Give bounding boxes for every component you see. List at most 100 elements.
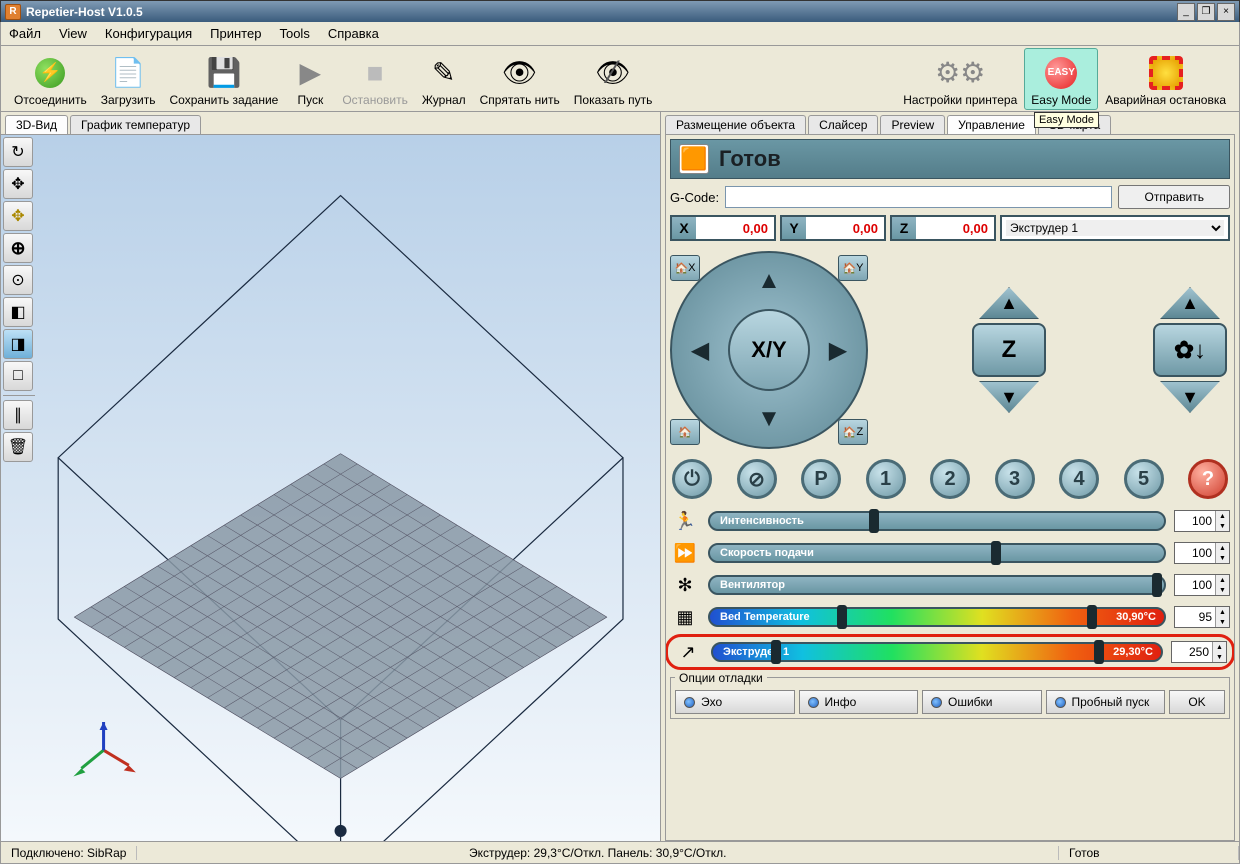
menu-printer[interactable]: Принтер	[210, 26, 261, 41]
extruder-temp-row: ↗ Экструдер 1 29,30°C ▲▼	[673, 640, 1227, 664]
feedrate-spinner[interactable]: ▲▼	[1174, 542, 1230, 564]
feedrate-slider[interactable]: Скорость подачи	[708, 543, 1166, 563]
feedrate-slider-row: ⏩ Скорость подачи ▲▼	[670, 541, 1230, 565]
speed-slider[interactable]: Интенсивность	[708, 511, 1166, 531]
extruder-temp-slider[interactable]: Экструдер 1 29,30°C	[711, 642, 1163, 662]
power-button[interactable]: ⏻	[672, 459, 712, 499]
start-button[interactable]: ▶ Пуск	[285, 48, 335, 110]
jog-x-plus[interactable]: ▶	[814, 326, 862, 374]
load-button[interactable]: 📄 Загрузить	[94, 48, 163, 110]
gcode-input[interactable]	[725, 186, 1112, 208]
retract-button[interactable]: ▼	[1160, 381, 1220, 413]
save-job-button[interactable]: 💾 Сохранить задание	[163, 48, 286, 110]
ext-knob-2[interactable]	[1094, 640, 1104, 664]
feedrate-knob[interactable]	[991, 541, 1001, 565]
speed-slider-row: 🏃 Интенсивность ▲▼	[670, 509, 1230, 533]
jog-z-plus[interactable]: ▲	[979, 287, 1039, 319]
xy-center-button[interactable]: X/Y	[728, 309, 810, 391]
app-icon: R	[5, 4, 21, 20]
main-toolbar: ⚡ Отсоединить 📄 Загрузить 💾 Сохранить за…	[0, 46, 1240, 112]
xy-jog-disc: 🏠X 🏠Y 🏠 🏠Z ▲ ▼ ◀ ▶ X/Y	[670, 251, 868, 449]
printer-settings-button[interactable]: ⚙⚙ Настройки принтера	[896, 48, 1024, 110]
tab-placement[interactable]: Размещение объекта	[665, 115, 806, 134]
emergency-icon	[1149, 56, 1183, 90]
tab-control[interactable]: Управление	[947, 115, 1036, 134]
park-button[interactable]: P	[801, 459, 841, 499]
gcode-send-button[interactable]: Отправить	[1118, 185, 1230, 209]
z-label-button[interactable]: Z	[972, 323, 1046, 377]
emergency-stop-button[interactable]: Аварийная остановка	[1098, 48, 1233, 110]
show-path-button[interactable]: 👁⁄ Показать путь	[567, 48, 660, 110]
title-bar: R Repetier-Host V1.0.5 _ ❐ ×	[0, 0, 1240, 22]
speed-icon: 🏃	[670, 511, 700, 532]
extruder-select[interactable]: Экструдер 1	[1000, 215, 1230, 241]
3d-viewport[interactable]: ↻ ✥ ✥ ⊕ ⊙ ◧ ◨ □ ∥ 🗑	[1, 134, 660, 841]
hide-filament-button[interactable]: 👁 Спрятать нить	[473, 48, 567, 110]
tab-3d-view[interactable]: 3D-Вид	[5, 115, 68, 134]
easy-icon: EASY	[1045, 57, 1077, 89]
bed-temp-slider[interactable]: Bed Temperature 30,90°C	[708, 607, 1166, 627]
tab-temp-graph[interactable]: График температур	[70, 115, 201, 134]
jog-x-minus[interactable]: ◀	[676, 326, 724, 374]
menu-config[interactable]: Конфигурация	[105, 26, 192, 41]
printer-icon: 🟧	[679, 144, 709, 174]
close-button[interactable]: ×	[1217, 3, 1235, 21]
debug-ok-button[interactable]: OK	[1169, 690, 1225, 714]
extruder-gear-button[interactable]: ✿↓	[1153, 323, 1227, 377]
home-all-button[interactable]: 🏠	[670, 419, 700, 445]
bed-knob-2[interactable]	[1087, 605, 1097, 629]
home-x-button[interactable]: 🏠X	[670, 255, 700, 281]
restore-button[interactable]: ❐	[1197, 3, 1215, 21]
speed-knob[interactable]	[869, 509, 879, 533]
status-header: 🟧 Готов	[670, 139, 1230, 179]
macro-2-button[interactable]: 2	[930, 459, 970, 499]
fan-spinner[interactable]: ▲▼	[1174, 574, 1230, 596]
easy-mode-button[interactable]: EASY Easy Mode	[1024, 48, 1098, 110]
debug-info-button[interactable]: Инфо	[799, 690, 919, 714]
sliders: 🏃 Интенсивность ▲▼ ⏩ Скорость подачи ▲▼	[670, 505, 1230, 667]
disconnect-button[interactable]: ⚡ Отсоединить	[7, 48, 94, 110]
tab-preview[interactable]: Preview	[880, 115, 945, 134]
gears-icon: ⚙⚙	[942, 55, 978, 91]
bed-knob-1[interactable]	[837, 605, 847, 629]
minimize-button[interactable]: _	[1177, 3, 1195, 21]
debug-title: Опции отладки	[675, 671, 767, 685]
help-button[interactable]: ?	[1188, 459, 1228, 499]
home-y-button[interactable]: 🏠Y	[838, 255, 868, 281]
menu-file[interactable]: Файл	[9, 26, 41, 41]
macro-4-button[interactable]: 4	[1059, 459, 1099, 499]
fan-slider-row: ✻ Вентилятор ▲▼	[670, 573, 1230, 597]
menu-help[interactable]: Справка	[328, 26, 379, 41]
macro-5-button[interactable]: 5	[1124, 459, 1164, 499]
status-ready: Готов	[1059, 846, 1239, 860]
jog-y-minus[interactable]: ▼	[745, 395, 793, 443]
home-z-button[interactable]: 🏠Z	[838, 419, 868, 445]
right-tabs: Размещение объекта Слайсер Preview Управ…	[665, 112, 1235, 134]
eye-icon: 👁	[502, 55, 538, 91]
menu-view[interactable]: View	[59, 26, 87, 41]
debug-dryrun-button[interactable]: Пробный пуск	[1046, 690, 1166, 714]
extruder-temp-spinner[interactable]: ▲▼	[1171, 641, 1227, 663]
left-panel: 3D-Вид График температур ↻ ✥ ✥ ⊕ ⊙ ◧ ◨ □…	[1, 112, 661, 841]
status-temps: Экструдер: 29,3°C/Откл. Панель: 30,9°C/О…	[137, 846, 1059, 860]
macro-3-button[interactable]: 3	[995, 459, 1035, 499]
debug-errors-button[interactable]: Ошибки	[922, 690, 1042, 714]
bed-temp-spinner[interactable]: ▲▼	[1174, 606, 1230, 628]
speed-spinner[interactable]: ▲▼	[1174, 510, 1230, 532]
jog-z-minus[interactable]: ▼	[979, 381, 1039, 413]
debug-echo-button[interactable]: Эхо	[675, 690, 795, 714]
log-button[interactable]: ✎ Журнал	[415, 48, 473, 110]
fan-knob[interactable]	[1152, 573, 1162, 597]
file-icon: 📄	[110, 55, 146, 91]
jog-y-plus[interactable]: ▲	[745, 257, 793, 305]
main-area: 3D-Вид График температур ↻ ✥ ✥ ⊕ ⊙ ◧ ◨ □…	[0, 112, 1240, 842]
fan-slider[interactable]: Вентилятор	[708, 575, 1166, 595]
motors-off-button[interactable]: ⊘	[737, 459, 777, 499]
extruder-highlight: ↗ Экструдер 1 29,30°C ▲▼	[665, 634, 1235, 670]
menu-tools[interactable]: Tools	[279, 26, 309, 41]
extrude-button[interactable]: ▲	[1160, 287, 1220, 319]
tab-slicer[interactable]: Слайсер	[808, 115, 878, 134]
macro-1-button[interactable]: 1	[866, 459, 906, 499]
stop-button[interactable]: ■ Остановить	[335, 48, 415, 110]
ext-knob-1[interactable]	[771, 640, 781, 664]
